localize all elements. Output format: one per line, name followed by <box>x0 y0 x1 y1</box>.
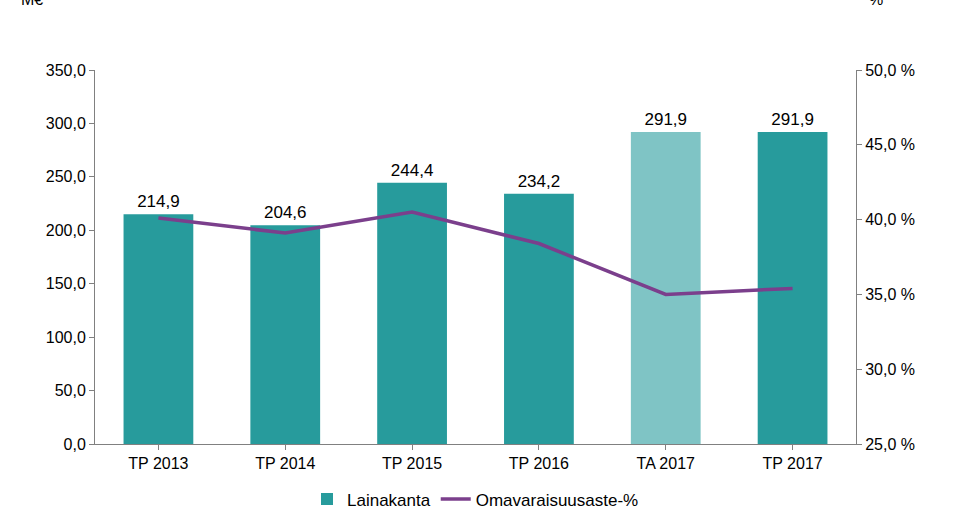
svg-text:50,0: 50,0 <box>55 382 86 399</box>
svg-text:291,9: 291,9 <box>771 110 814 129</box>
svg-text:291,9: 291,9 <box>644 110 687 129</box>
svg-text:TP 2017: TP 2017 <box>762 455 822 472</box>
svg-text:40,0 %: 40,0 % <box>865 211 915 228</box>
svg-text:TP 2015: TP 2015 <box>382 455 442 472</box>
svg-text:25,0 %: 25,0 % <box>865 436 915 453</box>
svg-text:TP 2016: TP 2016 <box>509 455 569 472</box>
svg-text:100,0: 100,0 <box>46 329 86 346</box>
svg-text:%: % <box>869 0 883 8</box>
svg-text:M€: M€ <box>21 0 43 8</box>
svg-text:300,0: 300,0 <box>46 115 86 132</box>
svg-text:200,0: 200,0 <box>46 222 86 239</box>
svg-text:50,0 %: 50,0 % <box>865 62 915 79</box>
svg-text:234,2: 234,2 <box>518 172 561 191</box>
svg-text:150,0: 150,0 <box>46 275 86 292</box>
svg-text:350,0: 350,0 <box>46 62 86 79</box>
svg-text:204,6: 204,6 <box>264 203 307 222</box>
svg-text:244,4: 244,4 <box>391 161 434 180</box>
svg-text:35,0 %: 35,0 % <box>865 286 915 303</box>
svg-text:TA 2017: TA 2017 <box>637 455 696 472</box>
svg-text:214,9: 214,9 <box>137 192 180 211</box>
svg-text:Omavaraisuusaste-%: Omavaraisuusaste-% <box>476 491 639 510</box>
svg-text:45,0 %: 45,0 % <box>865 136 915 153</box>
svg-text:TP 2013: TP 2013 <box>128 455 188 472</box>
svg-text:30,0 %: 30,0 % <box>865 361 915 378</box>
svg-text:TP 2014: TP 2014 <box>255 455 315 472</box>
svg-text:Lainakanta: Lainakanta <box>347 491 431 510</box>
svg-text:0,0: 0,0 <box>64 436 86 453</box>
svg-text:250,0: 250,0 <box>46 168 86 185</box>
